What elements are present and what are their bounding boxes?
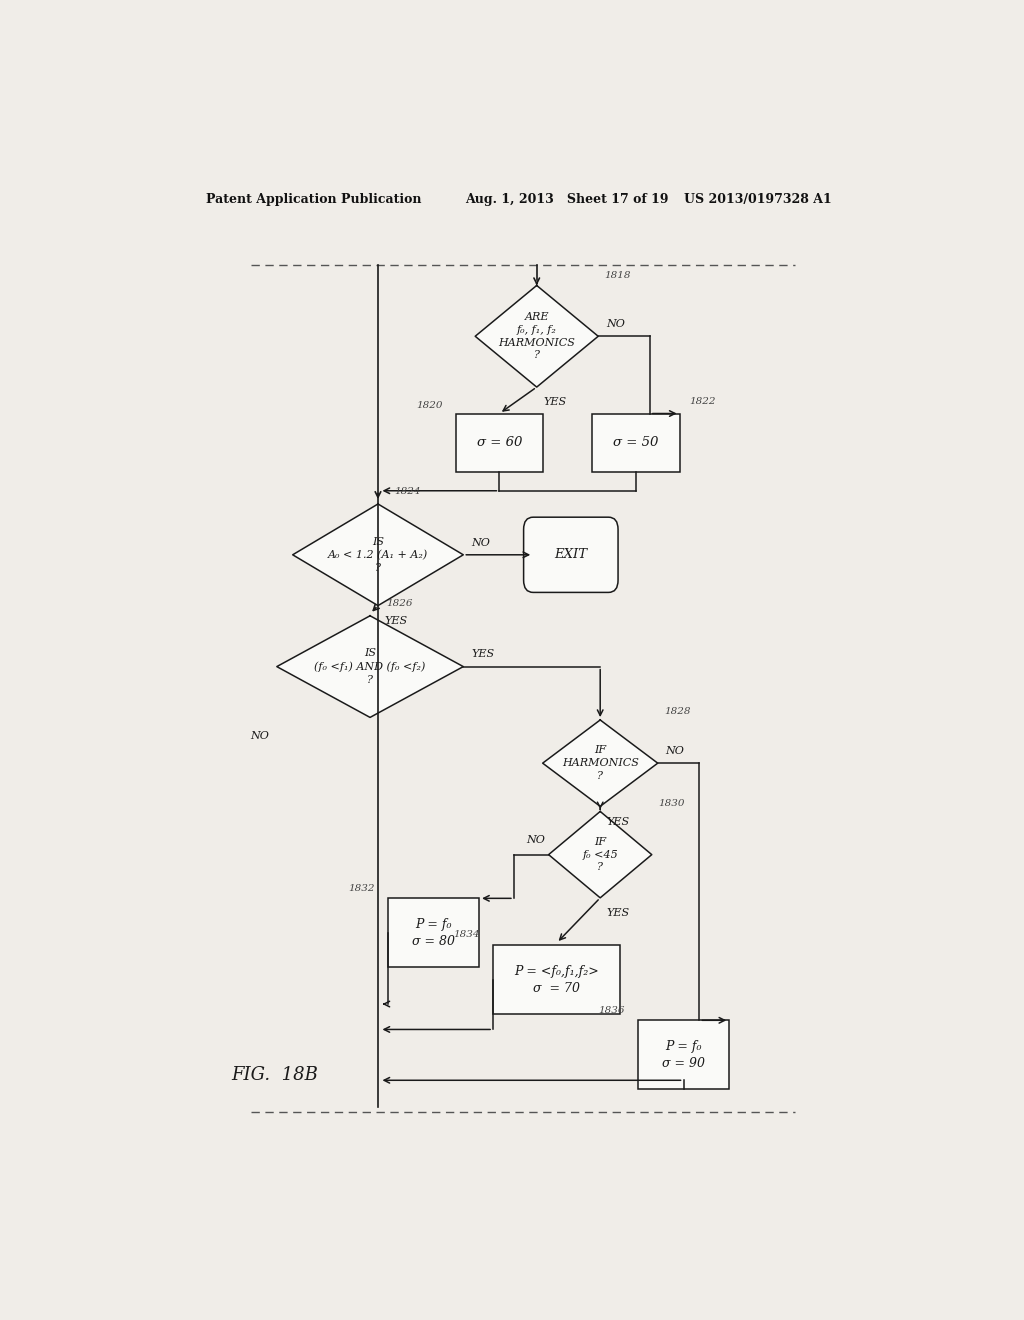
Text: σ = 60: σ = 60 [477, 437, 522, 450]
Polygon shape [549, 812, 651, 898]
Text: 1824: 1824 [394, 487, 421, 496]
Text: σ = 50: σ = 50 [613, 437, 658, 450]
Text: NO: NO [250, 731, 269, 741]
Text: 1828: 1828 [665, 708, 690, 717]
Text: US 2013/0197328 A1: US 2013/0197328 A1 [684, 193, 831, 206]
Text: EXIT: EXIT [554, 548, 588, 561]
Text: YES: YES [471, 649, 495, 660]
Text: IF
f₀ <45
?: IF f₀ <45 ? [583, 837, 618, 873]
Text: IS
A₀ < 1.2 (A₁ + A₂)
?: IS A₀ < 1.2 (A₁ + A₂) ? [328, 537, 428, 573]
Text: 1834: 1834 [454, 931, 480, 940]
Text: 1820: 1820 [416, 401, 442, 411]
Text: NO: NO [666, 746, 684, 756]
Text: 1822: 1822 [689, 397, 716, 405]
Polygon shape [543, 719, 657, 807]
Text: YES: YES [606, 817, 630, 826]
Text: 1826: 1826 [386, 599, 413, 609]
FancyBboxPatch shape [523, 517, 618, 593]
Text: 1836: 1836 [598, 1006, 625, 1015]
FancyBboxPatch shape [592, 413, 680, 473]
Text: P = f₀
σ = 80: P = f₀ σ = 80 [412, 917, 455, 948]
Text: 1832: 1832 [348, 883, 375, 892]
Text: NO: NO [471, 537, 490, 548]
Text: 1818: 1818 [604, 271, 631, 280]
Text: FIG.  18B: FIG. 18B [231, 1067, 318, 1084]
Text: P = f₀
σ = 90: P = f₀ σ = 90 [663, 1040, 705, 1071]
FancyBboxPatch shape [388, 899, 479, 968]
FancyBboxPatch shape [638, 1020, 729, 1089]
Text: P = <f₀,f₁,f₂>
σ  = 70: P = <f₀,f₁,f₂> σ = 70 [514, 965, 599, 995]
Polygon shape [276, 615, 463, 718]
Text: YES: YES [384, 616, 408, 626]
FancyBboxPatch shape [456, 413, 543, 473]
Text: NO: NO [525, 836, 545, 845]
Text: YES: YES [543, 397, 566, 408]
Polygon shape [293, 504, 463, 606]
Text: YES: YES [606, 908, 630, 919]
Text: ARE
f₀, f₁, f₂
HARMONICS
?: ARE f₀, f₁, f₂ HARMONICS ? [499, 312, 575, 360]
FancyBboxPatch shape [494, 945, 620, 1014]
Text: IS
(f₀ <f₁) AND (f₀ <f₂)
?: IS (f₀ <f₁) AND (f₀ <f₂) ? [314, 648, 426, 685]
Polygon shape [475, 285, 598, 387]
Text: Patent Application Publication: Patent Application Publication [206, 193, 421, 206]
Text: Aug. 1, 2013   Sheet 17 of 19: Aug. 1, 2013 Sheet 17 of 19 [465, 193, 669, 206]
Text: IF
HARMONICS
?: IF HARMONICS ? [562, 746, 639, 781]
Text: NO: NO [606, 319, 625, 329]
Text: 1830: 1830 [658, 799, 685, 808]
